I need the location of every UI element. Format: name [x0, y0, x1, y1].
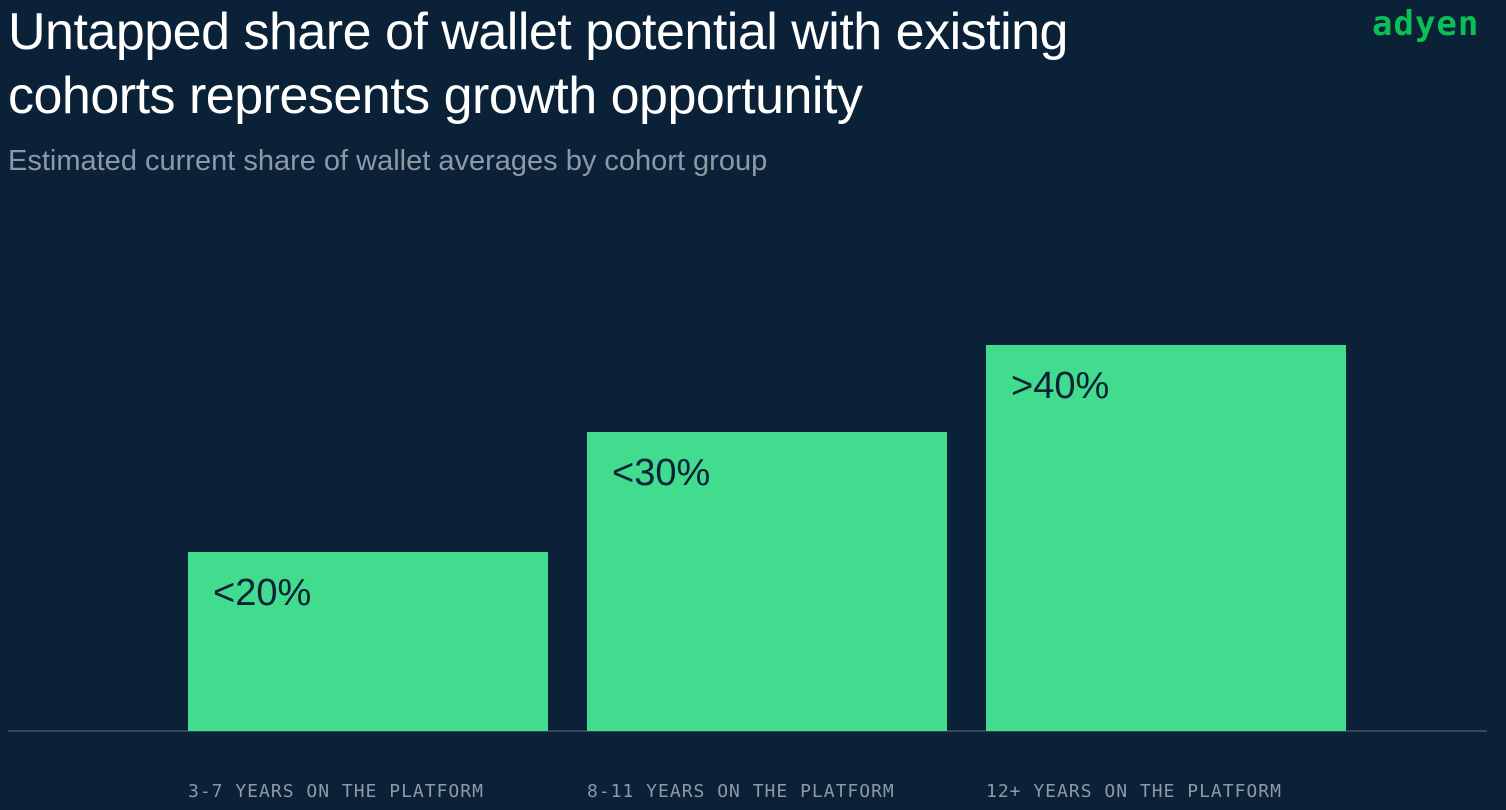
bar-value-label-2: <30%	[612, 452, 710, 494]
category-label-2: 8-11 YEARS ON THE PLATFORM	[587, 781, 895, 802]
bar-3	[986, 345, 1346, 731]
bar-value-label-1: <20%	[213, 572, 311, 614]
category-label-1: 3-7 YEARS ON THE PLATFORM	[188, 781, 484, 802]
adyen-logo: adyen	[1372, 4, 1480, 44]
bar-value-label-3: >40%	[1011, 365, 1109, 407]
page-subtitle: Estimated current share of wallet averag…	[8, 145, 768, 177]
category-label-3: 12+ YEARS ON THE PLATFORM	[986, 781, 1282, 802]
page-title: Untapped share of wallet potential with …	[8, 3, 1068, 125]
bar-1	[188, 552, 548, 731]
bar-2	[587, 432, 947, 731]
